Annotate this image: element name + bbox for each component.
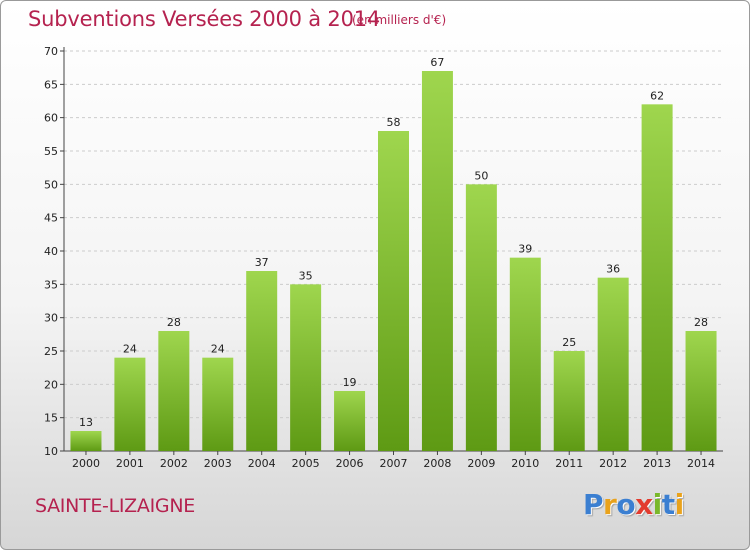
bar: [290, 284, 322, 451]
bar-value-label: 24: [123, 343, 137, 356]
bar: [421, 71, 453, 451]
x-tick-label: 2012: [599, 457, 627, 470]
bar: [70, 431, 102, 451]
x-tick-label: 2013: [643, 457, 671, 470]
bar: [158, 331, 190, 451]
bar: [465, 184, 497, 452]
x-tick-label: 2003: [204, 457, 232, 470]
bar-value-label: 67: [430, 56, 444, 69]
bar-value-label: 62: [650, 89, 664, 102]
x-tick-label: 2009: [467, 457, 495, 470]
x-tick-label: 2006: [336, 457, 364, 470]
bar-value-label: 28: [167, 316, 181, 329]
bar: [685, 331, 717, 451]
bar: [509, 257, 541, 451]
bar-value-label: 36: [606, 263, 620, 276]
x-tick-label: 2010: [511, 457, 539, 470]
bar: [553, 351, 585, 451]
chart-title: Subventions Versées 2000 à 2014: [28, 7, 381, 31]
x-tick-label: 2014: [687, 457, 715, 470]
x-tick-label: 2008: [423, 457, 451, 470]
y-tick-label: 65: [44, 78, 58, 91]
bar-value-label: 50: [474, 169, 488, 182]
bar-value-label: 28: [694, 316, 708, 329]
x-tick-label: 2002: [160, 457, 188, 470]
y-tick-label: 30: [44, 312, 58, 325]
bar-value-label: 19: [343, 376, 357, 389]
y-tick-label: 60: [44, 112, 58, 125]
bar-value-label: 13: [79, 416, 93, 429]
y-tick-label: 25: [44, 345, 58, 358]
bar: [378, 131, 409, 451]
bar: [114, 357, 146, 451]
x-tick-label: 2000: [72, 457, 100, 470]
x-tick-label: 2001: [116, 457, 144, 470]
x-tick-label: 2005: [292, 457, 320, 470]
bar: [597, 277, 629, 451]
x-tick-label: 2007: [380, 457, 408, 470]
bar: [202, 357, 234, 451]
y-tick-label: 50: [44, 178, 58, 191]
y-tick-label: 70: [44, 45, 58, 58]
bar-value-label: 37: [255, 256, 269, 269]
bar-value-label: 25: [562, 336, 576, 349]
bar-value-label: 35: [299, 269, 313, 282]
bar: [246, 271, 278, 451]
bar-value-label: 39: [518, 243, 532, 256]
proxiti-logo: Proxiti: [583, 488, 684, 521]
commune-name: SAINTE-LIZAIGNE: [35, 495, 195, 517]
bar: [334, 391, 366, 451]
y-tick-label: 45: [44, 212, 58, 225]
y-tick-label: 10: [44, 445, 58, 458]
x-tick-label: 2011: [555, 457, 583, 470]
y-tick-label: 55: [44, 145, 58, 158]
x-tick-label: 2004: [248, 457, 276, 470]
y-tick-label: 35: [44, 278, 58, 291]
y-tick-label: 15: [44, 412, 58, 425]
bar: [641, 104, 673, 451]
bar-value-label: 58: [387, 116, 401, 129]
chart-subtitle: (en milliers d'€): [352, 13, 447, 27]
y-tick-label: 40: [44, 245, 58, 258]
y-tick-label: 20: [44, 378, 58, 391]
bar-value-label: 24: [211, 343, 225, 356]
